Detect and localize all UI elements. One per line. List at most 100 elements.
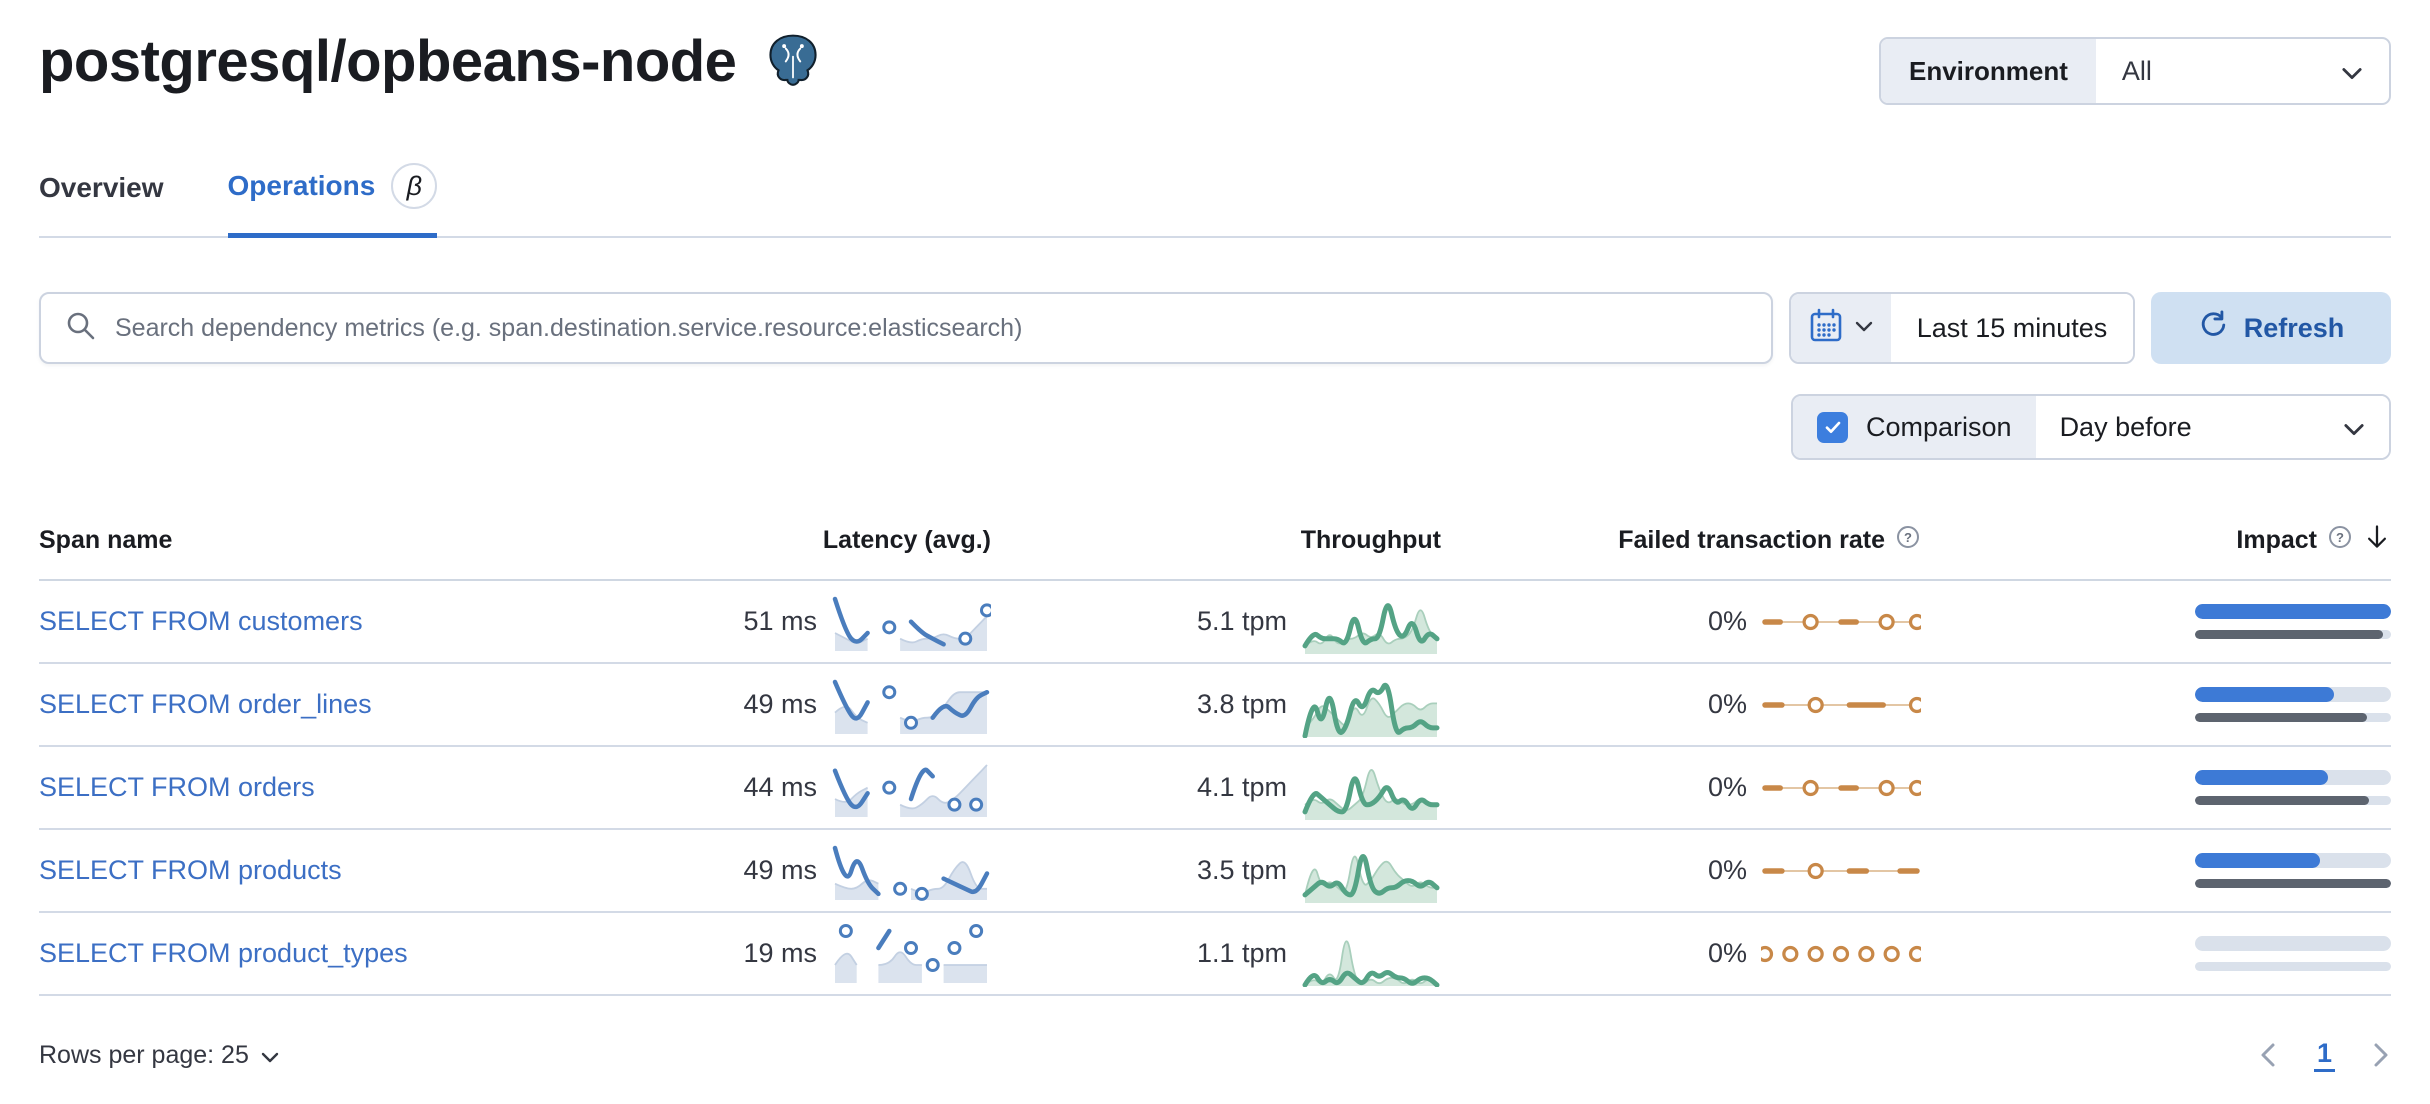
calendar-menu-button[interactable] [1791,294,1891,362]
column-header-failed-rate[interactable]: Failed transaction rate ? [1441,522,1921,559]
comparison-value: Day before [2059,411,2192,442]
throughput-value: 5.1 tpm [1196,606,1287,636]
comparison-select[interactable]: Day before [2035,396,2389,458]
previous-page-button[interactable] [2258,1041,2278,1069]
comparison-control: Comparison Day before [1791,394,2391,460]
svg-text:?: ? [2336,530,2344,545]
operations-table: Span name Latency (avg.) Throughput Fail… [39,522,2391,996]
pagination: 1 [2258,1038,2391,1072]
rows-per-page-button[interactable]: Rows per page: 25 [39,1041,279,1070]
impact-header-label: Impact [2236,526,2317,554]
help-icon: ? [1895,524,1921,557]
span-name-link[interactable]: SELECT FROM customers [39,606,363,636]
impact-bars [2195,770,2391,805]
table-row: SELECT FROM products 49 ms 3.5 tpm 0% [39,830,2391,913]
latency-sparkline [832,763,988,817]
tab-overview-label: Overview [39,171,164,203]
failed-rate-value: 0% [1707,689,1747,719]
latency-sparkline [832,679,990,734]
impact-bar-current [2195,853,2391,868]
latency-sparkline [834,923,987,983]
impact-bar-previous [2195,962,2391,971]
tab-bar: Overview Operations β [39,163,2391,238]
next-page-button[interactable] [2371,1041,2391,1069]
latency-value: 51 ms [743,606,817,636]
tab-operations[interactable]: Operations β [227,163,438,238]
chevron-down-icon [2343,412,2365,443]
throughput-value: 1.1 tpm [1196,938,1287,968]
latency-value: 44 ms [743,772,817,802]
impact-bar-previous [2195,796,2391,805]
comparison-label: Comparison [1866,411,2012,442]
calendar-icon [1809,308,1843,349]
impact-bar-current [2195,770,2391,785]
table-header-row: Span name Latency (avg.) Throughput Fail… [39,522,2391,581]
beta-badge: β [391,163,438,209]
refresh-button[interactable]: Refresh [2151,292,2391,364]
span-name-link[interactable]: SELECT FROM orders [39,772,315,802]
table-row: SELECT FROM product_types 19 ms 1.1 tpm 0% [39,913,2391,996]
throughput-header-label: Throughput [1300,526,1441,554]
failed-rate-value: 0% [1707,938,1747,968]
impact-bar-previous [2195,879,2391,888]
latency-sparkline [832,596,991,651]
chevron-down-icon [261,1041,279,1070]
environment-select[interactable]: Environment All [1879,37,2391,105]
impact-bar-current [2195,687,2391,702]
column-header-throughput[interactable]: Throughput [991,522,1441,559]
column-header-impact[interactable]: Impact ? [1921,522,2391,559]
span-name-link[interactable]: SELECT FROM products [39,855,342,885]
failed-rate-value: 0% [1707,606,1747,636]
toolbar: Last 15 minutes Refresh [39,292,2391,364]
time-range-picker: Last 15 minutes [1789,292,2135,364]
refresh-label: Refresh [2243,312,2345,343]
page-header: postgresql/opbeans-node Environment All [39,0,2391,105]
throughput-sparkline [1302,939,1440,987]
column-header-span-name: Span name [39,526,173,554]
impact-bar-current [2195,604,2391,619]
impact-bars [2195,687,2391,722]
impact-bar-current [2195,936,2391,951]
help-icon: ? [2327,524,2353,557]
sort-desc-arrow-icon [2363,522,2391,559]
throughput-value: 4.1 tpm [1196,772,1287,802]
failed-rate-sparkline [1762,862,1920,879]
comparison-checkbox[interactable] [1817,411,1848,443]
table-footer: Rows per page: 25 1 [39,1038,2391,1072]
column-header-latency[interactable]: Latency (avg.) [661,522,991,559]
impact-bars [2195,853,2391,888]
failed-rate-sparkline [1761,945,1921,962]
refresh-icon [2198,309,2228,347]
impact-bars [2195,604,2391,639]
tab-overview[interactable]: Overview [39,163,164,236]
impact-bar-previous [2195,713,2391,722]
rows-per-page-label: Rows per page: 25 [39,1040,249,1069]
span-name-link[interactable]: SELECT FROM product_types [39,938,408,968]
table-row: SELECT FROM customers 51 ms 5.1 tpm 0% [39,581,2391,664]
chevron-down-icon [1855,319,1873,337]
environment-label: Environment [1881,39,2096,103]
throughput-sparkline [1302,602,1440,654]
page-number[interactable]: 1 [2313,1038,2335,1072]
throughput-sparkline [1302,768,1440,820]
failed-rate-header-label: Failed transaction rate [1618,526,1885,554]
table-body: SELECT FROM customers 51 ms 5.1 tpm 0% SELEC… [39,581,2391,996]
search-input[interactable] [115,313,1747,343]
failed-rate-value: 0% [1707,855,1747,885]
span-name-link[interactable]: SELECT FROM order_lines [39,689,372,719]
throughput-sparkline [1302,853,1440,903]
table-row: SELECT FROM order_lines 49 ms 3.8 tpm 0% [39,664,2391,747]
latency-value: 49 ms [743,689,817,719]
throughput-value: 3.8 tpm [1196,689,1287,719]
latency-value: 49 ms [743,855,817,885]
impact-bars [2195,936,2391,971]
time-range-value[interactable]: Last 15 minutes [1891,294,2133,362]
page-title: postgresql/opbeans-node [39,29,737,94]
tab-operations-label: Operations [227,170,376,201]
latency-value: 19 ms [743,938,817,968]
latency-sparkline [832,845,990,901]
table-row: SELECT FROM orders 44 ms 4.1 tpm 0% [39,747,2391,830]
search-box[interactable] [39,292,1773,364]
throughput-sparkline [1302,682,1440,738]
failed-rate-value: 0% [1707,772,1747,802]
